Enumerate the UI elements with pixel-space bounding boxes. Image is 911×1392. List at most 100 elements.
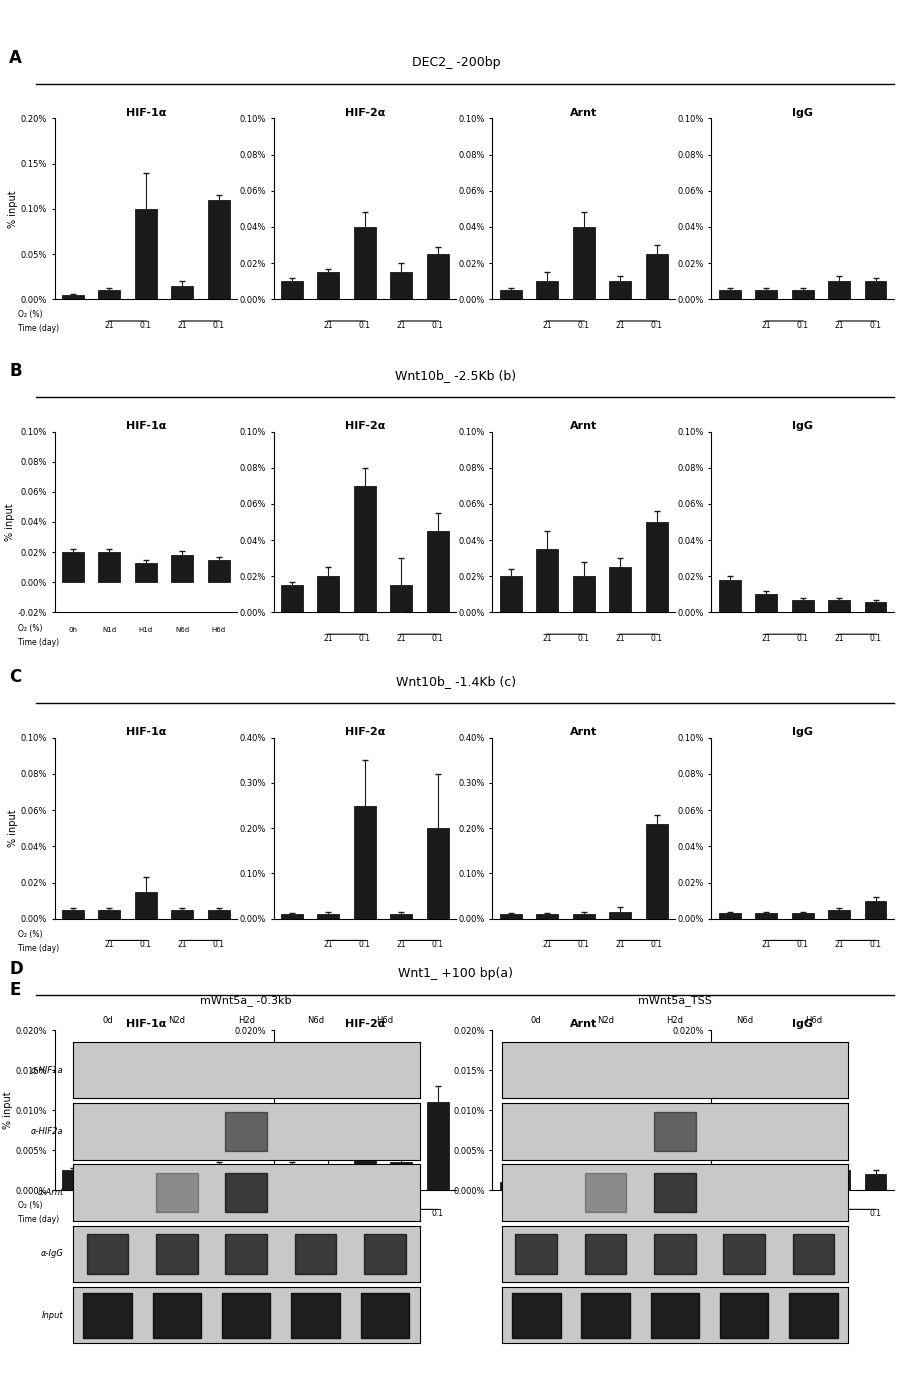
Bar bbox=[135, 891, 157, 919]
Text: 21: 21 bbox=[105, 322, 114, 330]
Bar bbox=[281, 915, 302, 919]
Text: 0.1: 0.1 bbox=[795, 635, 808, 643]
Text: mWnt5a_TSS: mWnt5a_TSS bbox=[637, 995, 711, 1006]
Text: 21: 21 bbox=[396, 322, 405, 330]
Bar bbox=[62, 910, 84, 919]
Bar bbox=[390, 585, 412, 612]
Bar bbox=[572, 576, 594, 612]
Bar bbox=[499, 291, 521, 299]
Text: 0.1: 0.1 bbox=[358, 322, 371, 330]
Bar bbox=[360, 1293, 409, 1338]
Title: HIF-1α: HIF-1α bbox=[126, 727, 166, 736]
Title: HIF-2α: HIF-2α bbox=[344, 107, 384, 117]
Text: 0.1: 0.1 bbox=[650, 635, 662, 643]
Y-axis label: % input: % input bbox=[8, 189, 18, 228]
Bar bbox=[791, 600, 813, 612]
Text: C: C bbox=[9, 668, 21, 686]
Text: 21: 21 bbox=[542, 322, 551, 330]
Text: 0.1: 0.1 bbox=[868, 941, 881, 949]
Bar bbox=[609, 1182, 630, 1190]
Bar bbox=[653, 1173, 695, 1212]
Text: α-Arnt: α-Arnt bbox=[37, 1189, 64, 1197]
Bar bbox=[426, 828, 448, 919]
Text: Wnt1_ +100 bp(a): Wnt1_ +100 bp(a) bbox=[398, 967, 513, 980]
Bar bbox=[221, 1293, 271, 1338]
Title: HIF-2α: HIF-2α bbox=[344, 1019, 384, 1029]
Text: H6d: H6d bbox=[376, 1016, 393, 1025]
Bar bbox=[754, 594, 776, 612]
Text: H2d: H2d bbox=[238, 1016, 254, 1025]
Text: 21: 21 bbox=[761, 1210, 770, 1218]
Bar bbox=[499, 915, 521, 919]
Bar bbox=[791, 913, 813, 919]
Title: IgG: IgG bbox=[791, 727, 813, 736]
Bar bbox=[390, 915, 412, 919]
Text: 0.1: 0.1 bbox=[358, 941, 371, 949]
Title: IgG: IgG bbox=[791, 107, 813, 117]
Text: Wnt10b_ -1.4Kb (c): Wnt10b_ -1.4Kb (c) bbox=[395, 675, 516, 688]
Bar bbox=[353, 486, 375, 612]
Text: 0.1: 0.1 bbox=[212, 1210, 225, 1218]
Text: N6d: N6d bbox=[175, 626, 189, 633]
Bar bbox=[87, 1235, 128, 1274]
Bar bbox=[390, 1162, 412, 1190]
Title: HIF-2α: HIF-2α bbox=[344, 420, 384, 430]
Bar bbox=[754, 913, 776, 919]
Bar bbox=[645, 255, 667, 299]
Bar bbox=[572, 915, 594, 919]
Text: 0.1: 0.1 bbox=[212, 941, 225, 949]
Bar bbox=[827, 281, 849, 299]
Text: Time (day): Time (day) bbox=[18, 944, 59, 952]
Text: 0.1: 0.1 bbox=[577, 322, 589, 330]
Text: N2d: N2d bbox=[597, 1016, 613, 1025]
Title: Arnt: Arnt bbox=[569, 420, 597, 430]
Text: H1d: H1d bbox=[138, 626, 153, 633]
Bar bbox=[536, 281, 558, 299]
Bar bbox=[208, 910, 230, 919]
Text: 21: 21 bbox=[761, 322, 770, 330]
Text: Wnt10b_ -2.5Kb (b): Wnt10b_ -2.5Kb (b) bbox=[395, 369, 516, 381]
Bar bbox=[718, 1171, 740, 1190]
Text: 21: 21 bbox=[178, 1210, 187, 1218]
Bar bbox=[317, 915, 339, 919]
Bar bbox=[754, 291, 776, 299]
Bar bbox=[281, 1166, 302, 1190]
Title: HIF-1α: HIF-1α bbox=[126, 420, 166, 430]
Bar bbox=[225, 1235, 267, 1274]
Text: 0.1: 0.1 bbox=[431, 635, 444, 643]
Bar bbox=[580, 1293, 630, 1338]
Bar bbox=[353, 1122, 375, 1190]
Bar bbox=[653, 1112, 695, 1151]
Bar bbox=[499, 576, 521, 612]
Text: α-IgG: α-IgG bbox=[41, 1250, 64, 1258]
Bar bbox=[645, 824, 667, 919]
Text: 21: 21 bbox=[615, 941, 624, 949]
Text: 21: 21 bbox=[323, 635, 333, 643]
Text: 0.1: 0.1 bbox=[139, 941, 152, 949]
Bar bbox=[353, 227, 375, 299]
Bar bbox=[98, 1175, 120, 1190]
Text: 0.1: 0.1 bbox=[577, 635, 589, 643]
Text: 0.1: 0.1 bbox=[431, 322, 444, 330]
Text: 0.1: 0.1 bbox=[358, 635, 371, 643]
Bar bbox=[152, 1293, 201, 1338]
Title: Arnt: Arnt bbox=[569, 1019, 597, 1029]
Text: 21: 21 bbox=[105, 1210, 114, 1218]
Bar bbox=[208, 200, 230, 299]
Bar bbox=[135, 562, 157, 582]
Bar bbox=[208, 560, 230, 582]
Text: 21: 21 bbox=[178, 941, 187, 949]
Text: 21: 21 bbox=[761, 941, 770, 949]
Text: H2d: H2d bbox=[666, 1016, 682, 1025]
Bar bbox=[135, 1175, 157, 1190]
Bar bbox=[208, 1166, 230, 1190]
Text: 21: 21 bbox=[542, 941, 551, 949]
Text: H6d: H6d bbox=[211, 626, 226, 633]
Bar bbox=[791, 1175, 813, 1190]
Title: IgG: IgG bbox=[791, 1019, 813, 1029]
Bar bbox=[864, 281, 885, 299]
Bar bbox=[754, 1175, 776, 1190]
Bar bbox=[353, 806, 375, 919]
Text: 0.1: 0.1 bbox=[431, 941, 444, 949]
Bar bbox=[718, 580, 740, 612]
